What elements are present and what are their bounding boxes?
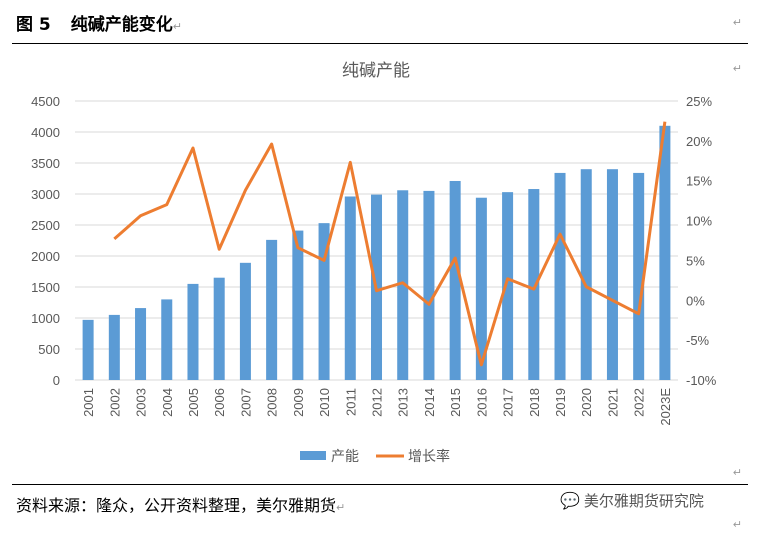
right-tick-label: 25% (686, 94, 712, 109)
right-tick-label: 15% (686, 174, 712, 189)
source-note: 资料来源：隆众，公开资料整理，美尔雅期货↵ (16, 492, 345, 516)
watermark-text: 美尔雅期货研究院 (583, 492, 704, 510)
left-tick-label: 3500 (31, 156, 60, 171)
bar-2018 (528, 189, 540, 380)
x-tick-label: 2002 (107, 388, 122, 417)
source-text: 资料来源：隆众，公开资料整理，美尔雅期货 (16, 496, 337, 515)
x-tick-label: 2001 (81, 388, 96, 417)
x-tick-label: 2014 (422, 388, 437, 417)
x-tick-label: 2022 (632, 388, 647, 417)
bar-2014 (423, 190, 435, 380)
bar-2006 (213, 277, 225, 380)
x-tick-label: 2019 (553, 388, 568, 417)
left-tick-label: 3000 (31, 187, 60, 202)
bar-2007 (239, 262, 251, 380)
bar-2010 (318, 223, 330, 380)
bar-2001 (82, 319, 94, 380)
right-tick-label: 20% (686, 134, 712, 149)
bar-2015 (449, 180, 461, 380)
left-tick-label: 500 (38, 342, 60, 357)
paragraph-mark: ↵ (732, 16, 742, 29)
x-tick-label: 2010 (317, 388, 332, 417)
right-tick-label: -5% (686, 333, 710, 348)
bar-2002 (108, 314, 120, 380)
left-tick-label: 4500 (31, 94, 60, 109)
chart-title: 纯碱产能 (342, 61, 410, 81)
left-tick-label: 0 (53, 373, 60, 388)
bar-2017 (502, 192, 514, 380)
bar-2019 (554, 172, 566, 380)
bar-2003 (135, 308, 147, 380)
bar-2008 (266, 239, 278, 380)
bar-2022 (633, 172, 645, 380)
x-tick-label: 2006 (212, 388, 227, 417)
right-tick-label: 10% (686, 214, 712, 229)
right-tick-label: 5% (686, 253, 705, 268)
x-tick-label: 2005 (186, 388, 201, 417)
bottom-rule (12, 484, 748, 485)
x-tick-label: 2020 (579, 388, 594, 417)
paragraph-mark: ↵ (732, 62, 742, 75)
growth-line (113, 121, 667, 367)
x-tick-label: 2017 (501, 388, 516, 417)
figure-header: 图 5 纯碱产能变化↵ (16, 10, 182, 35)
bar-2009 (292, 230, 304, 380)
bar-2013 (397, 190, 409, 380)
top-rule (12, 43, 748, 44)
left-tick-label: 1000 (31, 311, 60, 326)
left-tick-label: 4000 (31, 125, 60, 140)
wechat-icon: 💬 (560, 491, 580, 510)
figure-number: 图 5 (16, 15, 51, 35)
bar-2005 (187, 283, 199, 380)
x-tick-label: 2012 (370, 388, 385, 417)
right-tick-label: 0% (686, 293, 705, 308)
x-tick-label: 2015 (448, 388, 463, 417)
x-tick-label: 2009 (291, 388, 306, 417)
chart: 纯碱产能 0 500 1000 1500 2000 2500 3000 3500 4000 4500… (31, 61, 717, 465)
bar-2021 (606, 169, 618, 380)
bar-2011 (344, 196, 356, 380)
bar-2023E (659, 125, 671, 380)
x-tick-label: 2011 (343, 388, 358, 416)
legend-label: 产能 (331, 449, 359, 465)
paragraph-mark: ↵ (732, 466, 742, 479)
x-tick-label: 2003 (134, 388, 149, 417)
bar-2004 (161, 299, 173, 380)
paragraph-mark: ↵ (732, 518, 742, 531)
paragraph-mark: ↵ (336, 501, 346, 514)
x-tick-label: 2018 (527, 388, 542, 417)
x-tick-label: 2021 (605, 388, 620, 417)
bar-2016 (475, 197, 487, 380)
watermark: 💬 美尔雅期货研究院 (560, 490, 704, 511)
left-tick-label: 1500 (31, 280, 60, 295)
x-tick-label: 2007 (238, 388, 253, 417)
paragraph-mark: ↵ (172, 20, 182, 33)
legend-bar-swatch (300, 451, 326, 460)
bar-2020 (580, 169, 592, 380)
left-tick-label: 2000 (31, 249, 60, 264)
x-tick-label: 2023E (658, 388, 673, 426)
legend-label: 增长率 (408, 448, 450, 465)
right-tick-label: -10% (686, 373, 717, 388)
x-tick-label: 2004 (160, 388, 175, 417)
figure-title: 纯碱产能变化 (70, 15, 173, 35)
x-tick-label: 2008 (265, 388, 280, 417)
x-tick-label: 2016 (474, 388, 489, 417)
left-tick-label: 2500 (31, 218, 60, 233)
x-tick-label: 2013 (396, 388, 411, 417)
